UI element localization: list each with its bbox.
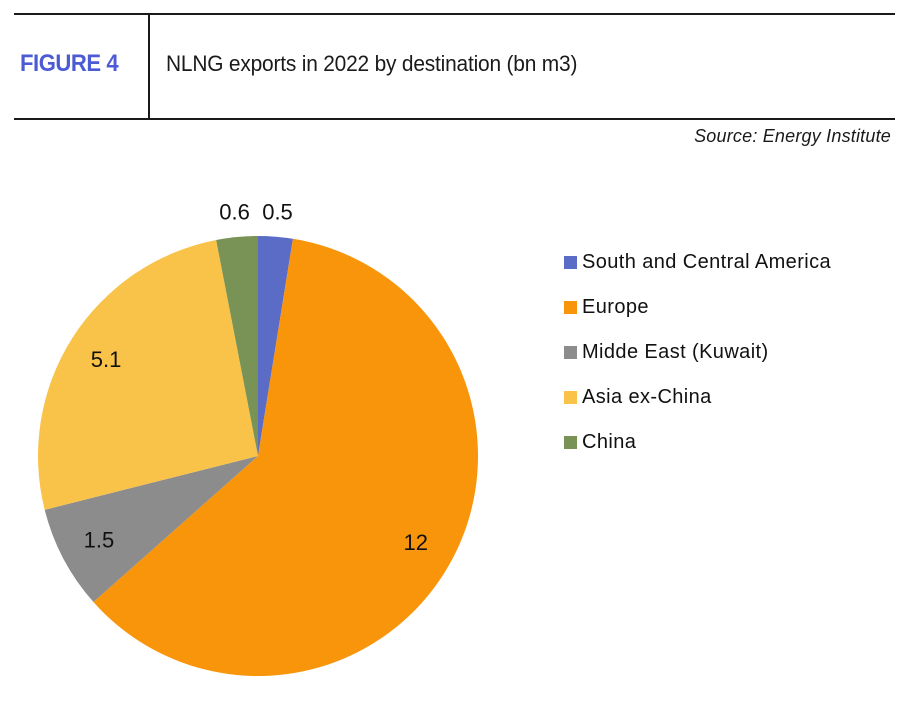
data-label-china: 0.6	[219, 200, 250, 225]
legend-label: South and Central America	[582, 250, 832, 273]
legend-swatch-icon	[564, 255, 577, 269]
pie-slice-south-and-central-america	[258, 236, 293, 456]
pie-slice-china	[216, 236, 258, 456]
legend-swatch-icon	[564, 300, 577, 314]
legend-swatch-icon	[564, 345, 577, 359]
legend-label: Asia ex-China	[582, 385, 712, 408]
pie-slice-europe	[93, 238, 478, 676]
legend-swatch-icon	[564, 435, 577, 449]
data-label-south-and-central-america: 0.5	[262, 199, 293, 224]
legend-label: Europe	[582, 295, 649, 318]
legend-label: Midde East (Kuwait)	[582, 340, 769, 363]
data-label-midde-east-kuwait: 1.5	[84, 528, 115, 553]
legend-swatch-icon	[564, 390, 577, 404]
data-label-asia-ex-china: 5.1	[91, 347, 122, 372]
pie-slice-midde-east-kuwait	[44, 456, 258, 602]
chart-legend: South and Central America Europe Midde E…	[564, 250, 831, 454]
legend-item-asia-ex-china: Asia ex-China	[564, 385, 831, 409]
source-attribution: Source: Energy Institute	[694, 126, 891, 146]
header-top-rule	[14, 13, 895, 15]
header-divider	[148, 15, 150, 118]
pie-slice-asia-ex-china	[38, 240, 259, 510]
header-bottom-rule	[14, 118, 895, 120]
legend-item-china: China	[564, 430, 831, 454]
legend-label: China	[582, 430, 637, 453]
figure-number-label: FIGURE 4	[20, 50, 119, 77]
data-label-europe: 12	[404, 530, 428, 555]
legend-item-midde-east-kuwait: Midde East (Kuwait)	[564, 340, 831, 364]
chart-title: NLNG exports in 2022 by destination (bn …	[166, 51, 578, 76]
legend-item-south-and-central-america: South and Central America	[564, 250, 831, 274]
legend-item-europe: Europe	[564, 295, 831, 319]
